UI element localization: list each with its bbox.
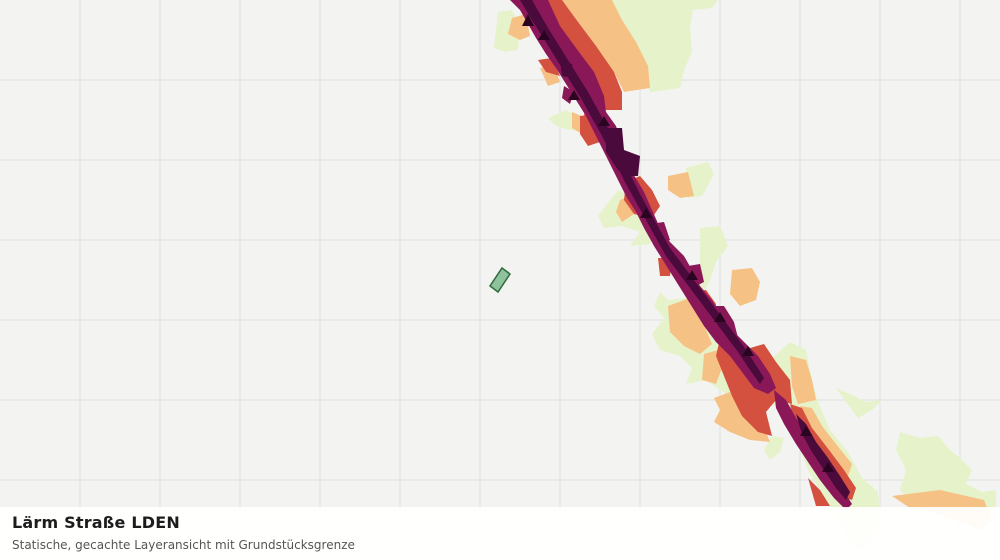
layer-subtitle: Statische, gecachte Layeransicht mit Gru… xyxy=(12,538,355,552)
noise-band-low xyxy=(508,0,992,530)
layer-caption: Lärm Straße LDEN Statische, gecachte Lay… xyxy=(0,507,1000,560)
layer-title: Lärm Straße LDEN xyxy=(12,513,180,532)
parcel-boundary[interactable] xyxy=(488,266,512,294)
road-markers xyxy=(522,14,834,472)
